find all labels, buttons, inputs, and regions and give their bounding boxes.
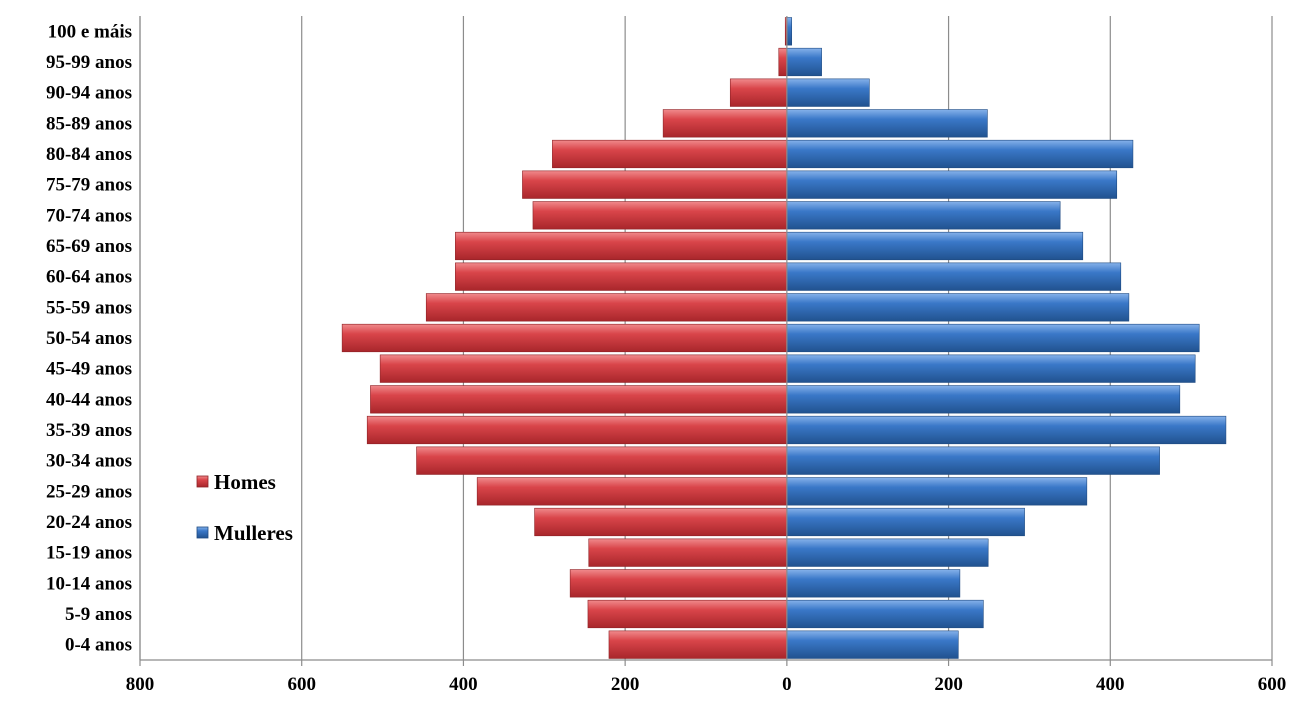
bar-mulleres-12 bbox=[786, 262, 1122, 291]
category-label: 40-44 anos bbox=[46, 389, 132, 410]
bar-mulleres-17 bbox=[786, 109, 988, 138]
bar-mulleres-15 bbox=[786, 170, 1118, 199]
bar-homes-8 bbox=[370, 385, 788, 414]
bar-homes-10 bbox=[341, 323, 788, 353]
bar-mulleres-16 bbox=[786, 139, 1134, 169]
legend-label-mulleres: Mulleres bbox=[214, 521, 293, 545]
bar-mulleres-20 bbox=[786, 17, 793, 46]
category-label: 15-19 anos bbox=[46, 543, 132, 564]
bar-homes-5 bbox=[476, 477, 788, 506]
category-label: 95-99 anos bbox=[46, 52, 132, 73]
x-tick-label: 400 bbox=[449, 674, 478, 695]
bar-mulleres-5 bbox=[786, 477, 1088, 506]
bar-mulleres-2 bbox=[786, 569, 961, 598]
legend: Homes Mulleres bbox=[196, 470, 293, 545]
bar-homes-3 bbox=[588, 538, 788, 567]
category-label: 20-24 anos bbox=[46, 512, 132, 533]
x-tick-label: 600 bbox=[287, 674, 316, 695]
bar-mulleres-14 bbox=[786, 201, 1061, 230]
x-tick-label: 800 bbox=[126, 674, 155, 695]
bar-mulleres-0 bbox=[786, 630, 959, 659]
bar-mulleres-7 bbox=[786, 415, 1227, 445]
category-label: 90-94 anos bbox=[46, 83, 132, 104]
legend-label-homes: Homes bbox=[214, 470, 276, 494]
legend-key-homes bbox=[196, 475, 209, 488]
x-tick-label: 600 bbox=[1258, 674, 1287, 695]
category-label: 10-14 anos bbox=[46, 573, 132, 594]
bar-homes-12 bbox=[455, 262, 788, 291]
bar-mulleres-8 bbox=[786, 385, 1181, 414]
bar-homes-9 bbox=[379, 354, 788, 383]
bar-mulleres-4 bbox=[786, 507, 1025, 537]
bar-homes-7 bbox=[366, 415, 788, 445]
category-label: 45-49 anos bbox=[46, 359, 132, 380]
x-tick-labels: 800 600 400 200 0 200 400 600 bbox=[126, 674, 1287, 695]
bars bbox=[341, 17, 1227, 659]
bar-homes-6 bbox=[416, 446, 788, 475]
x-tick-label: 0 bbox=[782, 674, 792, 695]
bar-mulleres-18 bbox=[786, 78, 870, 107]
bar-homes-18 bbox=[729, 78, 788, 107]
bar-mulleres-19 bbox=[786, 47, 822, 77]
bar-mulleres-11 bbox=[786, 293, 1130, 322]
bar-mulleres-3 bbox=[786, 538, 989, 567]
bar-mulleres-9 bbox=[786, 354, 1196, 383]
category-label: 60-64 anos bbox=[46, 267, 132, 288]
axes bbox=[139, 16, 1273, 666]
bar-homes-13 bbox=[455, 231, 788, 261]
bar-mulleres-10 bbox=[786, 323, 1200, 353]
x-tick-label: 400 bbox=[1096, 674, 1125, 695]
bar-mulleres-13 bbox=[786, 231, 1084, 261]
category-label: 25-29 anos bbox=[46, 481, 132, 502]
category-label: 5-9 anos bbox=[65, 604, 132, 625]
category-label: 30-34 anos bbox=[46, 451, 132, 472]
category-label: 75-79 anos bbox=[46, 175, 132, 196]
category-label: 65-69 anos bbox=[46, 236, 132, 257]
x-tick-label: 200 bbox=[611, 674, 640, 695]
category-label: 85-89 anos bbox=[46, 113, 132, 134]
bar-homes-19 bbox=[778, 47, 788, 77]
bar-homes-1 bbox=[587, 599, 788, 629]
bar-homes-4 bbox=[534, 507, 788, 537]
bar-mulleres-6 bbox=[786, 446, 1160, 475]
bar-homes-0 bbox=[608, 630, 788, 659]
bar-mulleres-1 bbox=[786, 599, 984, 629]
category-label: 0-4 anos bbox=[65, 635, 132, 656]
bar-homes-11 bbox=[425, 293, 788, 322]
category-label: 80-84 anos bbox=[46, 144, 132, 165]
category-labels: 0-4 anos 5-9 anos 10-14 anos 15-19 anos 20-2… bbox=[46, 21, 132, 655]
category-label: 55-59 anos bbox=[46, 297, 132, 318]
category-label: 100 e máis bbox=[48, 21, 132, 42]
bar-homes-2 bbox=[569, 569, 788, 598]
category-label: 50-54 anos bbox=[46, 328, 132, 349]
bar-homes-14 bbox=[532, 201, 788, 230]
bar-homes-16 bbox=[552, 139, 788, 169]
category-label: 35-39 anos bbox=[46, 420, 132, 441]
bar-homes-17 bbox=[662, 109, 788, 138]
legend-key-mulleres bbox=[196, 526, 209, 539]
category-label: 70-74 anos bbox=[46, 205, 132, 226]
x-tick-label: 200 bbox=[934, 674, 963, 695]
bar-homes-15 bbox=[522, 170, 788, 199]
